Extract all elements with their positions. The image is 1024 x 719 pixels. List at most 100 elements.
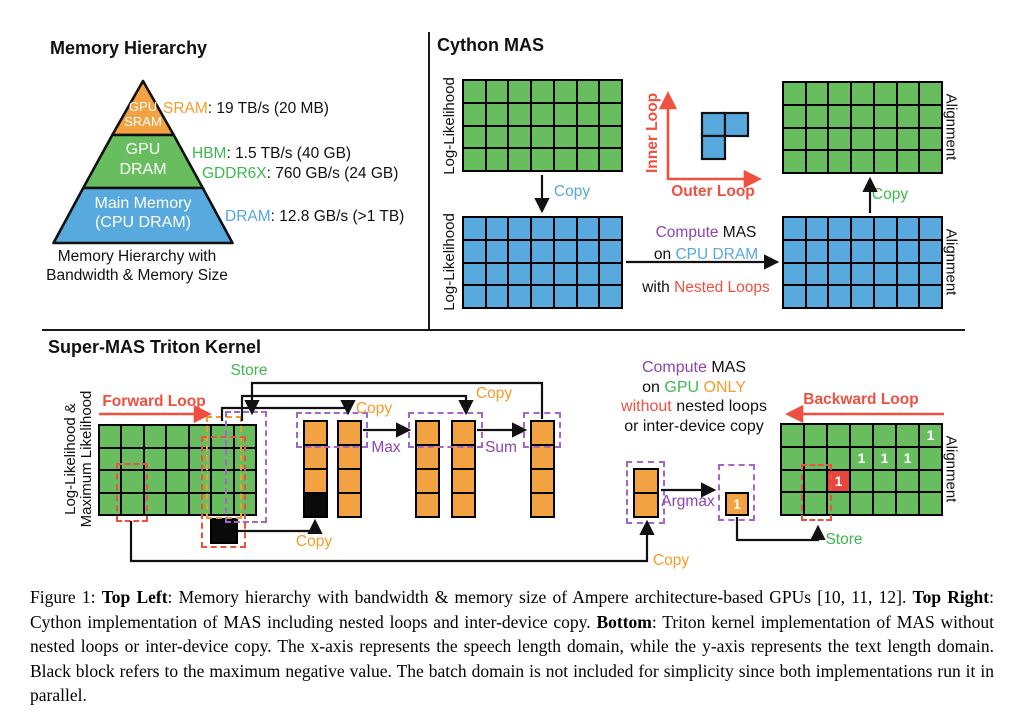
grid-cell [464,286,485,307]
grid-cell [577,126,599,148]
grid-cell [829,263,851,285]
column-sum-result [530,420,555,518]
text-segment: Top Right [912,587,990,607]
grid-cell [417,422,438,444]
grid-cell [784,218,805,239]
max-label: Max [371,439,401,456]
grid-cell [782,470,803,492]
grid-cell [829,128,851,150]
grid-cell [532,494,553,516]
grid-cell [532,446,553,468]
grid-cell [805,493,826,514]
grid-cell [305,422,326,444]
grid-cell [122,493,143,514]
store-label-1: Store [230,362,268,379]
grid-cell [874,105,896,127]
grid-cell [920,286,941,307]
cython-alignment-cpu-grid [782,216,943,309]
grid-cell [829,218,851,239]
grid-cell [784,83,805,104]
inner-loop-axis-label: Inner Loop [644,92,661,174]
grid-cell [464,126,485,148]
purple-dashed-sum-top [523,412,561,448]
text-segment: ONLY [699,379,746,396]
pyramid-caption-line1: Memory Hierarchy with [57,248,217,265]
grid-cell [554,81,576,102]
grid-cell [897,218,919,239]
grid-cell [167,493,188,514]
grid-cell [453,446,474,468]
grid-cell [851,493,872,514]
grid-cell [897,83,919,104]
grid-cell [577,103,599,125]
grid-cell: 1 [727,494,747,514]
grid-cell [100,448,121,469]
pyramid-label-gpu: GPU [128,99,158,114]
grid-cell: 1 [920,425,941,446]
text-segment: SRAM [163,100,208,117]
grid-cell [920,83,941,104]
grid-cell [509,103,531,125]
grid-cell [897,240,919,262]
grid-cell [852,105,873,127]
grid-cell [144,493,166,514]
grid-cell [554,263,576,285]
triton-kernel-title: Super-MAS Triton Kernel [48,337,262,357]
grid-cell [509,263,531,285]
grid-cell [829,83,851,104]
grid-cell [782,493,803,514]
grid-cell [212,448,233,469]
grid-cell [920,493,941,514]
grid-cell [532,103,553,125]
copy-label-b: Copy [355,400,393,417]
spec-sram: SRAM: 19 TB/s (20 MB) [163,100,329,118]
triton-compute-line4: or inter-device copy [624,418,764,436]
grid-cell [784,286,805,307]
text-segment: nested loops [671,398,767,415]
grid-cell [464,240,485,262]
text-segment: with [642,279,675,296]
grid-cell [806,263,828,285]
grid-cell [874,263,896,285]
text-segment: Bottom [596,611,652,632]
grid-cell [852,286,873,307]
grid-cell [554,149,576,170]
grid-cell [897,263,919,285]
text-segment: Figure 1: [30,587,102,607]
copy-label-black-cell: Copy [295,533,333,550]
grid-cell [532,240,553,262]
figure-caption: Figure 1: Top Left: Memory hierarchy wit… [30,585,994,708]
grid-cell [600,103,621,125]
axis-label-alignment-top: Alignment [942,93,960,161]
triton-log-likelihood-grid [98,424,257,516]
grid-cell [577,240,599,262]
pyramid-caption-line2: Bandwidth & Memory Size [46,267,228,284]
red-dashed-window-alignment [801,464,832,521]
grid-cell [852,151,873,172]
grid-cell [122,471,143,492]
grid-cell [805,447,826,469]
grid-cell [852,83,873,104]
grid-cell [486,263,508,285]
grid-cell [212,493,233,514]
grid-cell [784,128,805,150]
axis-label-line2: Maximum Likelihood [78,390,95,528]
grid-cell [874,493,895,514]
cython-compute-line2: on CPU DRAM [654,246,758,264]
axis-label-log-likelihood-bottom: Log-Likelihood [441,213,458,311]
grid-cell [897,128,919,150]
grid-cell [305,470,326,492]
grid-cell [417,494,438,516]
grid-cell [464,218,485,239]
grid-cell [464,81,485,102]
grid-cell [509,81,531,102]
grid-cell [486,149,508,170]
grid-cell [635,494,657,516]
axis-label-alignment-bottom: Alignment [942,228,960,296]
grid-cell [167,471,188,492]
grid-cell [100,493,121,514]
grid-cell [806,83,828,104]
grid-cell [577,218,599,239]
text-segment: Top Left [101,587,168,607]
grid-cell [144,448,166,469]
